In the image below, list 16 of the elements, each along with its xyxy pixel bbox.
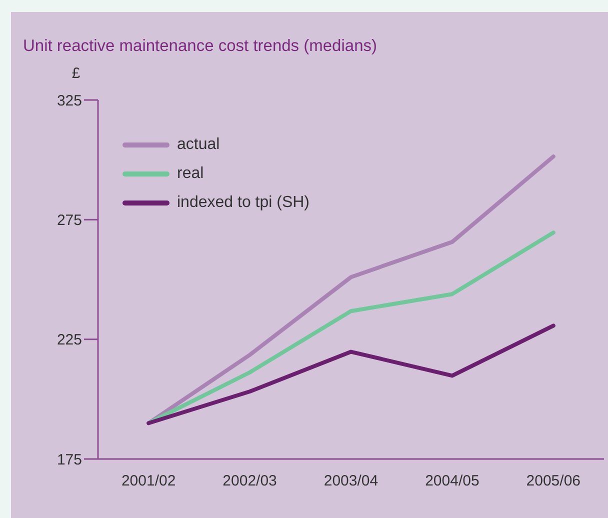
chart-title: Unit reactive maintenance cost trends (medians) — [23, 37, 377, 56]
x-tick-label: 2002/03 — [222, 472, 277, 490]
x-tick-label: 2005/06 — [526, 472, 581, 490]
y-tick-label: 275 — [56, 212, 82, 229]
legend-label: real — [177, 164, 204, 182]
x-tick-label: 2004/05 — [425, 472, 480, 490]
x-tick-label: 2003/04 — [324, 472, 378, 490]
x-tick-label: 2001/02 — [121, 472, 176, 490]
line-series — [146, 230, 556, 426]
legend-label: actual — [177, 136, 220, 154]
y-tick-label: 175 — [56, 451, 82, 468]
y-axis-title: £ — [72, 65, 81, 82]
y-tick-label: 225 — [56, 332, 82, 349]
line-series — [146, 324, 556, 426]
legend-label: indexed to tpi (SH) — [177, 194, 310, 212]
y-tick-label: 325 — [56, 92, 82, 110]
